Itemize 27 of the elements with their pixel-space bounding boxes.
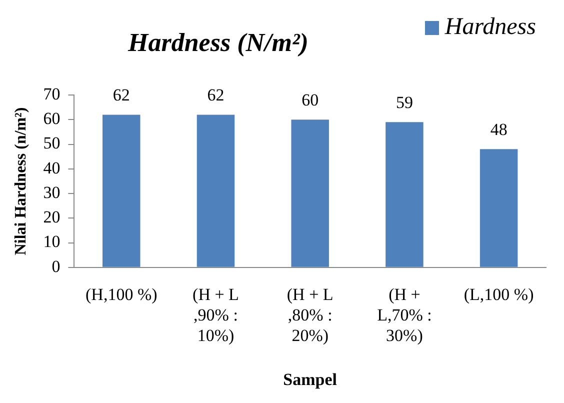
bar bbox=[291, 120, 329, 267]
x-tick-label: (H + L,70% : 30%) bbox=[377, 285, 432, 345]
x-tick-label: (H + L ,90% : 10%) bbox=[192, 285, 239, 345]
y-tick-label: 50 bbox=[43, 134, 60, 153]
y-tick-label: 30 bbox=[43, 182, 60, 202]
bar bbox=[102, 114, 140, 267]
y-tick-label: 20 bbox=[43, 208, 60, 227]
y-tick-label: 0 bbox=[52, 256, 60, 276]
data-label: 48 bbox=[490, 120, 508, 140]
data-label: 62 bbox=[207, 86, 224, 105]
y-tick-label: 10 bbox=[43, 232, 60, 252]
bar bbox=[196, 114, 235, 267]
data-label: 62 bbox=[112, 86, 130, 105]
bar bbox=[480, 149, 518, 267]
x-tick-label: (H + L ,80% : 20%) bbox=[286, 285, 334, 345]
chart-title: Hardness (N/m²) bbox=[128, 28, 308, 58]
data-label: 60 bbox=[302, 90, 319, 110]
y-tick-label: 60 bbox=[43, 109, 60, 128]
x-axis-title: Sampel bbox=[283, 370, 338, 390]
x-tick-label: (L,100 %) bbox=[464, 285, 534, 304]
y-tick-label: 40 bbox=[43, 158, 60, 178]
legend-label: Hardness bbox=[444, 14, 536, 41]
y-axis-title: Nilai Hardness (n/m²) bbox=[12, 107, 30, 256]
bar bbox=[386, 122, 424, 267]
x-tick-label: (H,100 %) bbox=[85, 285, 158, 304]
data-label: 59 bbox=[396, 93, 413, 112]
y-tick-label: 70 bbox=[43, 84, 60, 104]
